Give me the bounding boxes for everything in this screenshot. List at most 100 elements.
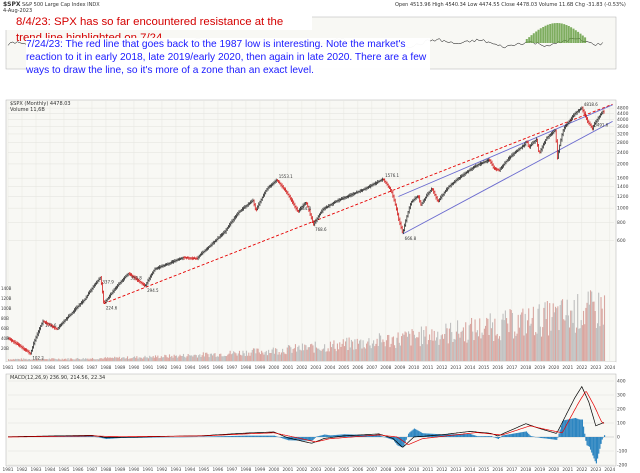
x-tick-label-bottom: 1989	[114, 467, 125, 473]
macd-histogram-bar	[539, 437, 542, 438]
volume-bar	[284, 353, 286, 361]
volume-bar	[598, 292, 600, 361]
volume-bar	[194, 354, 196, 361]
macd-histogram-bar	[515, 433, 517, 437]
macd-histogram-bar	[419, 431, 421, 437]
volume-bar	[374, 346, 376, 361]
volume-bar	[69, 358, 71, 361]
x-tick-label-bottom: 1997	[226, 467, 237, 473]
macd-histogram-bar	[81, 436, 83, 437]
macd-histogram-bar	[335, 434, 337, 437]
volume-bar	[325, 351, 327, 361]
volume-bar	[581, 325, 583, 361]
volume-bar	[327, 348, 329, 361]
macd-histogram-bar	[411, 430, 413, 437]
volume-bar	[269, 353, 271, 361]
volume-bar	[397, 332, 399, 361]
volume-bar	[501, 319, 503, 361]
macd-histogram-bar	[320, 435, 322, 437]
volume-bar	[198, 355, 200, 361]
volume-bar	[362, 340, 364, 361]
macd-histogram-bar	[84, 436, 87, 437]
macd-histogram-bar	[481, 436, 483, 437]
volume-bar	[96, 359, 98, 361]
macd-histogram-bar	[224, 436, 227, 437]
x-tick-label-bottom: 2006	[352, 467, 363, 473]
volume-bar	[262, 352, 264, 361]
volume-bar	[335, 351, 337, 361]
macd-histogram-bar	[561, 421, 564, 437]
volume-axis: 140B 120B 100B 80B 60B 40B 20B	[1, 286, 12, 351]
macd-histogram-bar	[293, 437, 295, 441]
macd-histogram-bar	[462, 434, 465, 437]
volume-bar	[450, 322, 452, 361]
macd-histogram-bar	[75, 436, 77, 437]
volume-bar	[153, 357, 155, 361]
volume-bar	[165, 355, 167, 361]
macd-histogram-bar	[149, 437, 151, 438]
macd-histogram-bar	[395, 437, 397, 444]
macd-histogram-bar	[469, 433, 472, 437]
volume-bar	[503, 320, 505, 361]
volume-bar	[308, 347, 311, 361]
volume-bar	[481, 332, 483, 361]
macd-histogram-bar	[485, 436, 487, 437]
macd-histogram-bar	[495, 437, 497, 439]
macd-tick-label: -100	[617, 449, 627, 455]
volume-bar	[147, 358, 150, 361]
macd-histogram-bar	[451, 434, 453, 437]
volume-bar	[171, 355, 173, 361]
macd-histogram-bar	[143, 437, 145, 438]
macd-histogram-bar	[582, 426, 585, 437]
volume-bar	[123, 357, 125, 361]
volume-bar	[35, 358, 38, 361]
volume-bar	[254, 348, 256, 361]
volume-bar	[441, 334, 443, 361]
macd-histogram-bar	[474, 435, 476, 437]
macd-histogram-bar	[585, 437, 587, 441]
macd-histogram-bar	[467, 434, 469, 437]
macd-histogram-bar	[567, 419, 570, 437]
volume-bar	[497, 338, 499, 361]
volume-bar	[304, 344, 306, 361]
macd-histogram-bar	[417, 430, 419, 437]
price-legend: $SPX (Monthly) 4478.03	[10, 101, 71, 107]
macd-histogram-bar	[594, 437, 596, 462]
macd-histogram-bar	[322, 434, 325, 437]
volume-bar	[310, 344, 312, 361]
volume-bar	[333, 340, 335, 361]
volume-bar	[419, 346, 421, 361]
price-tick-label: 4800	[617, 106, 629, 112]
volume-bar	[54, 358, 56, 361]
volume-bar	[474, 319, 476, 361]
price-tick-label: 1200	[617, 194, 629, 200]
volume-tick-label: 40B	[1, 336, 9, 341]
volume-bar	[509, 309, 511, 361]
macd-histogram-bar	[308, 437, 311, 441]
macd-histogram-bar	[429, 433, 431, 437]
volume-bar	[224, 356, 227, 361]
macd-histogram-bar	[79, 436, 81, 437]
volume-bar	[265, 350, 267, 361]
macd-histogram-bar	[529, 435, 531, 437]
chart-name: S&P 500 Large Cap Index INDX	[22, 2, 100, 8]
macd-histogram-bar	[101, 437, 103, 439]
volume-bar	[377, 345, 379, 361]
volume-bar	[343, 346, 345, 361]
volume-bar	[207, 354, 209, 361]
volume-bar	[293, 348, 295, 361]
volume-bar	[586, 302, 588, 361]
macd-histogram-bar	[552, 437, 554, 440]
macd-histogram-bar	[336, 434, 339, 437]
volume-bar	[65, 358, 67, 361]
volume-bar	[128, 358, 130, 361]
macd-histogram-bar	[377, 435, 379, 437]
x-tick-label: 1987	[87, 365, 98, 371]
macd-histogram-bar	[90, 436, 93, 437]
volume-bar	[404, 331, 406, 361]
volume-bar	[268, 349, 270, 361]
volume-bar	[526, 320, 529, 361]
macd-histogram-bar	[559, 429, 561, 437]
volume-bar	[279, 354, 281, 361]
x-tick-label-bottom: 2021	[562, 467, 573, 473]
